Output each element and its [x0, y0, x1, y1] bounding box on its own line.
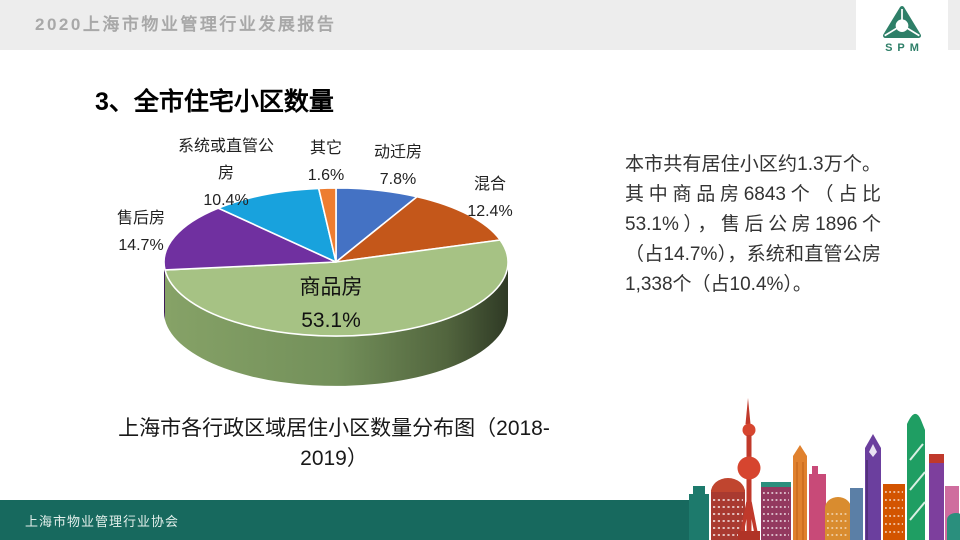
pie-label-relocation-housing: 动迁房 7.8% [358, 139, 438, 193]
pie-slice-after-sale-housing [163, 207, 337, 271]
pie-label-name: 动迁房 [373, 144, 422, 161]
spm-logo: SPM [856, 0, 948, 57]
pie-slice-relocation-housing [335, 187, 418, 263]
pie-slice-side-after-sale-housing [164, 262, 165, 320]
summary-text: 本市共有居住小区约1.3万个。其中商品房6843个（占比53.1%），售后公房1… [625, 154, 881, 295]
footer-org-name: 上海市物业管理行业协会 [25, 513, 180, 529]
pie-label-percent: 53.1% [301, 309, 361, 332]
pie-label-mixed-housing: 混合 12.4% [450, 171, 530, 225]
pie-label-name: 系统或直管公房 [177, 138, 274, 182]
pie-label-name: 售后房 [116, 210, 165, 227]
page-title: 3、全市住宅小区数量 [95, 88, 334, 116]
spm-triangle-logo-icon [883, 5, 921, 38]
pie-label-percent: 14.7% [118, 237, 164, 254]
chart-caption: 上海市各行政区域居住小区数量分布图（2018-2019） [118, 417, 550, 470]
pie-label-commodity-housing: 商品房 53.1% [271, 271, 391, 337]
header-bar: 2020上海市物业管理行业发展报告 SPM [0, 0, 960, 57]
pie-label-percent: 10.4% [203, 192, 249, 209]
pie-label-system-or-direct-managed-public-housing: 系统或直管公房 10.4% [175, 133, 277, 214]
pie-label-after-sale-housing: 售后房 14.7% [93, 205, 189, 259]
footer-bar: 上海市物业管理行业协会 [0, 500, 697, 540]
pie-label-name: 商品房 [299, 276, 363, 299]
pie-label-percent: 12.4% [467, 203, 513, 220]
pie-label-percent: 7.8% [379, 171, 417, 188]
pie-label-other: 其它 1.6% [286, 135, 366, 189]
report-title: 2020上海市物业管理行业发展报告 [35, 15, 337, 34]
pie-label-name: 混合 [473, 176, 506, 193]
pie-slice-other [317, 187, 337, 263]
spm-logo-text: SPM [885, 42, 924, 54]
shanghai-skyline-illustration [689, 398, 960, 540]
pie-label-percent: 1.6% [307, 167, 345, 184]
pie-label-name: 其它 [309, 140, 342, 157]
